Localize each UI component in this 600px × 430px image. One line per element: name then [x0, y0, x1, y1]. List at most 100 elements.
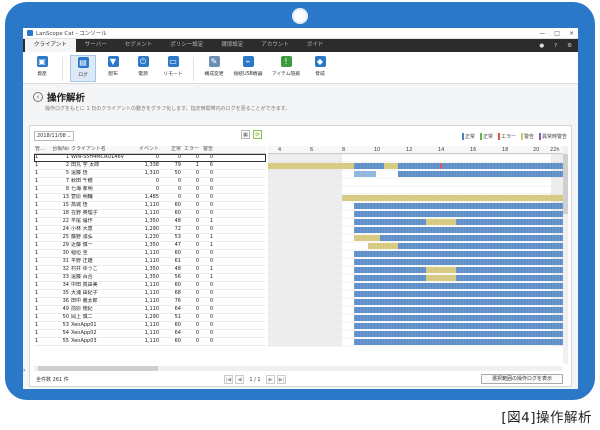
table-row[interactable]: 1 36 田中 義太郎 1,110 76 0 0: [34, 298, 266, 306]
show-log-button[interactable]: 選択範囲の操作ログを表示: [481, 374, 563, 384]
table-cell: 遠藤 百合: [71, 274, 93, 280]
refresh-icon[interactable]: ⟳: [253, 130, 262, 139]
table-cell: 1: [35, 290, 39, 296]
settings-icon[interactable]: ⚙: [567, 42, 572, 49]
prev-page-button[interactable]: ◀: [235, 375, 244, 384]
table-cell: 61: [174, 258, 181, 264]
time-tick: 14: [438, 147, 445, 153]
column-header[interactable]: 正常: [170, 146, 181, 152]
table-row[interactable]: 1 18 在野 英理子 1,110 60 0 0: [34, 210, 266, 218]
close-icon[interactable]: ×: [568, 29, 574, 37]
side-expand-icon[interactable]: ›: [23, 367, 26, 374]
table-row[interactable]: 1 35 大浦 由紀子 1,110 68 0 0: [34, 290, 266, 298]
table-cell: 1,110: [144, 338, 159, 344]
toolbar-button[interactable]: ▼ 配布: [100, 55, 126, 82]
toolbar-button[interactable]: ✎ 構成変更: [201, 55, 227, 82]
column-header[interactable]: 警告: [202, 146, 213, 152]
menu-tab[interactable]: サーバー: [84, 42, 107, 48]
menu-tab[interactable]: クライアント: [25, 39, 76, 52]
horizontal-scrollbar[interactable]: [34, 366, 562, 371]
export-icon[interactable]: ▦: [241, 130, 250, 139]
table-row[interactable]: 1 24 小林 大恵 1,290 72 0 0: [34, 226, 266, 234]
table-row[interactable]: 1 34 中田 真由美 1,110 60 0 0: [34, 282, 266, 290]
table-cell: 30: [62, 250, 69, 256]
table-row[interactable]: 1 32 村井 ゆうこ 1,350 48 0 1: [34, 266, 266, 274]
table-row[interactable]: 1 29 近藤 慎一 1,350 47 0 1: [34, 242, 266, 250]
time-axis: 4 6 8 10 12 14 16 18 20 22h: [268, 146, 565, 154]
menu-tab[interactable]: セグメント: [124, 42, 153, 48]
date-select[interactable]: 2018/11/08 ⌄: [34, 131, 74, 141]
table-cell: 2: [65, 162, 69, 168]
toolbar-button[interactable]: ▤ ログ: [70, 55, 96, 82]
table-row[interactable]: 1 54 XenApp02 1,110 64 0 0: [34, 330, 266, 338]
first-page-button[interactable]: |◀: [224, 375, 233, 384]
table-cell: 1,110: [144, 250, 159, 256]
table-row[interactable]: 1 7 秋田 千穂 0 0 0 0: [34, 178, 266, 186]
back-icon[interactable]: ‹: [33, 92, 43, 102]
table-row[interactable]: 1 33 遠藤 百合 1,350 56 0 1: [34, 274, 266, 282]
menu-tab[interactable]: ガイド: [306, 42, 324, 48]
help-icon[interactable]: ?: [554, 42, 558, 49]
column-header[interactable]: 台帳No: [52, 146, 69, 152]
table-row[interactable]: 1 2 田丸 学 太郎 1,338 79 1 6: [34, 162, 266, 170]
table-row[interactable]: 1 13 菅原 明輔 1,485 0 0 0: [34, 194, 266, 202]
table-cell: 1: [35, 266, 39, 272]
table-row[interactable]: 1 31 平野 正雄 1,110 61 0 0: [34, 258, 266, 266]
user-icon[interactable]: ●: [539, 42, 545, 49]
table-row[interactable]: 1 1 WIN-S5H4MCROL46V 0 0 0 0: [34, 154, 266, 162]
table-cell: 在野 英理子: [71, 210, 98, 216]
toolbar-button[interactable]: ▣ 資産: [29, 55, 55, 82]
toolbar-button[interactable]: ⌁ 接続USB機器: [231, 55, 265, 82]
table-row[interactable]: 1 25 藤野 湧弘 1,230 53 0 1: [34, 234, 266, 242]
table-cell: 0: [195, 266, 199, 272]
table-row[interactable]: 1 22 平尾 倫作 1,350 48 0 1: [34, 218, 266, 226]
table-cell: 64: [174, 306, 181, 312]
activity-bar: [354, 171, 376, 177]
toolbar-button[interactable]: ◆ 脅威: [307, 55, 333, 82]
column-header[interactable]: クライアント名: [71, 146, 106, 152]
toolbar-button[interactable]: ⏻ 電源: [130, 55, 156, 82]
table-row[interactable]: 1 50 岡上 慎二 1,290 51 0 0: [34, 314, 266, 322]
menu-tab[interactable]: アカウント: [261, 42, 289, 48]
time-tick: 4: [278, 147, 282, 153]
maximize-icon[interactable]: □: [554, 29, 560, 37]
table-cell: 0: [155, 186, 159, 192]
toolbar-label: アイテム隠蔽: [271, 72, 301, 77]
table-cell: 0: [209, 186, 213, 192]
column-header[interactable]: イベント: [138, 146, 159, 152]
minimize-icon[interactable]: —: [539, 29, 546, 37]
toolbar-button[interactable]: ! アイテム隠蔽: [269, 55, 303, 82]
column-header[interactable]: 管...: [35, 146, 45, 152]
legend-label: 正常: [482, 133, 493, 140]
column-header[interactable]: エラー: [183, 146, 199, 152]
table-cell: 菅原 明輔: [71, 194, 93, 200]
toolbar: ▣ 資産 ▤ ログ ▼ 配布 ⏻ 電源 ▭ リモート ✎ 構成変更 ⌁ 接続USB機器! アイテム隠蔽 ◆ 脅威: [23, 52, 578, 84]
table-row[interactable]: 1 30 稲垣 圭 1,110 60 0 0: [34, 250, 266, 258]
table-cell: 8: [65, 186, 69, 192]
legend-swatch: [520, 132, 523, 140]
vertical-scrollbar[interactable]: [563, 146, 568, 364]
page-info: 1 / 1: [249, 376, 261, 383]
table-cell: 1: [209, 234, 213, 240]
log-icon: ▤: [77, 57, 89, 68]
activity-bar: [398, 267, 426, 273]
menu-tab[interactable]: ポリシー設定: [170, 42, 204, 48]
table-cell: 岡上 慎二: [71, 314, 93, 320]
title-bar: LanScope Cat - コンソール — □ ×: [23, 28, 578, 39]
table-row[interactable]: 1 53 XenApp01 1,110 60 0 0: [34, 322, 266, 330]
toolbar-button[interactable]: ▭ リモート: [160, 55, 186, 82]
table-cell: 1: [35, 322, 39, 328]
next-page-button[interactable]: ▶: [266, 375, 275, 384]
table-row[interactable]: 1 15 高城 悟 1,110 60 0 0: [34, 202, 266, 210]
time-tick: 22h: [550, 147, 560, 153]
table-row[interactable]: 1 8 七海 孝明 0 0 0 0: [34, 186, 266, 194]
table-row[interactable]: 1 55 XenApp03 1,110 60 0 0: [34, 338, 266, 346]
menu-tab[interactable]: 環境設定: [221, 42, 244, 48]
table-row[interactable]: 1 5 遠藤 悟 1,310 50 0 0: [34, 170, 266, 178]
activity-bar: [398, 339, 565, 345]
activity-bar: [456, 275, 565, 281]
activity-bar: [354, 331, 398, 337]
last-page-button[interactable]: ▶|: [277, 375, 286, 384]
table-row[interactable]: 1 49 前原 徳紀 1,110 64 0 0: [34, 306, 266, 314]
table-body: 1 1 WIN-S5H4MCROL46V 0 0 0 0 1 2 田丸 学 太郎 1,338 79 1 6…: [34, 154, 266, 346]
